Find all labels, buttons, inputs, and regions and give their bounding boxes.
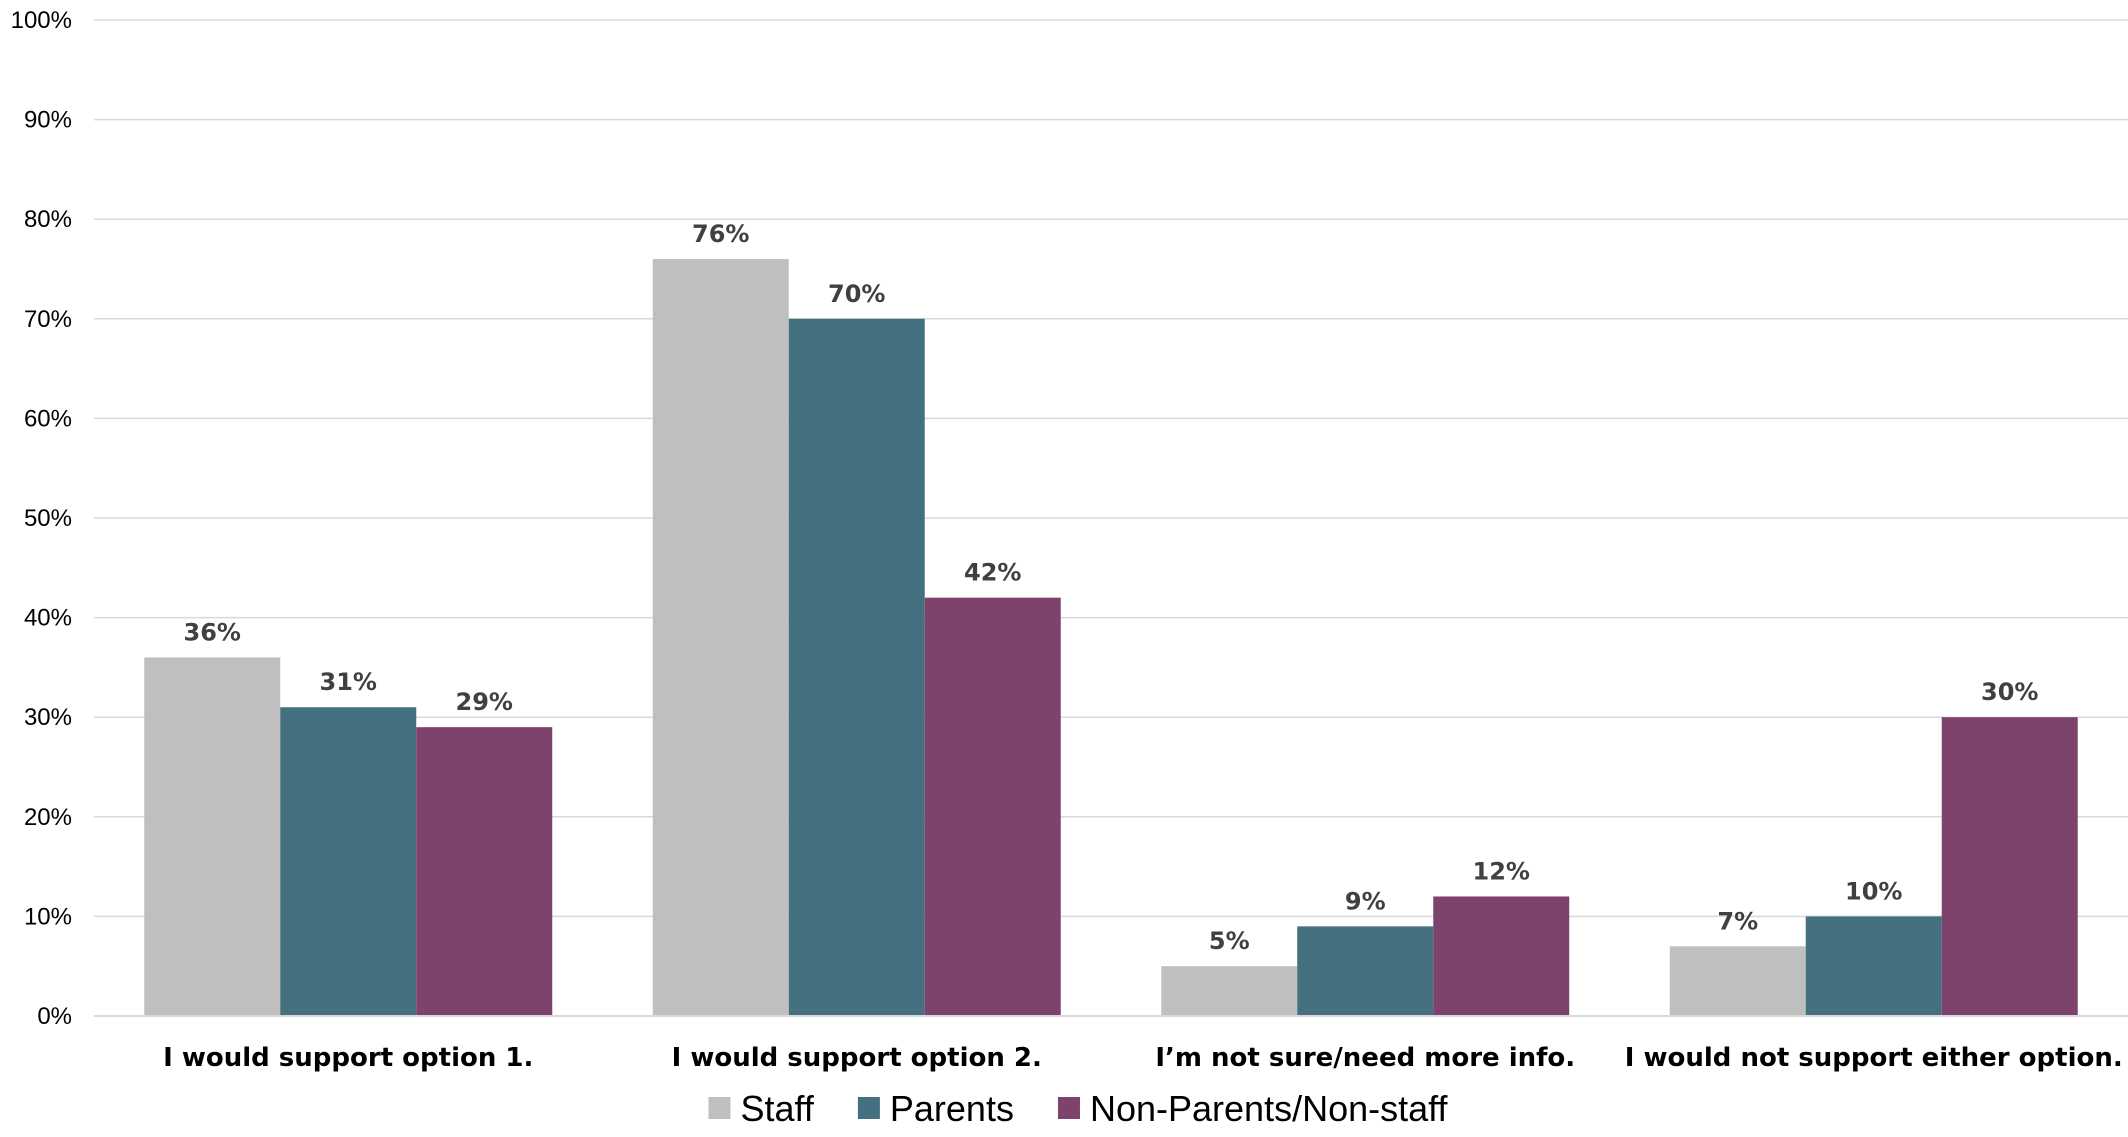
data-label: 31% — [320, 668, 377, 696]
legend-swatch — [1057, 1097, 1080, 1119]
data-label: 10% — [1845, 877, 1902, 905]
data-label: 5% — [1209, 927, 1250, 955]
y-tick-label: 20% — [24, 804, 72, 831]
legend-swatch — [708, 1097, 731, 1119]
data-label: 29% — [456, 688, 513, 716]
legend-item-parents: Parents — [857, 1088, 1014, 1129]
bar-parents-3 — [1805, 916, 1942, 1016]
data-label: 76% — [692, 220, 749, 248]
bar-non-parents-non-staff-0 — [416, 727, 553, 1016]
x-axis-categories: I would support option 1. I would support… — [163, 1043, 2123, 1073]
legend-label: Parents — [890, 1088, 1014, 1129]
bar-parents-0 — [280, 707, 417, 1016]
bar-non-parents-non-staff-1 — [924, 597, 1061, 1016]
data-label: 12% — [1473, 857, 1530, 885]
y-tick-label: 50% — [24, 505, 72, 532]
y-tick-label: 10% — [24, 903, 72, 930]
data-label: 36% — [184, 618, 241, 646]
y-tick-label: 70% — [24, 306, 72, 333]
bars — [144, 259, 2078, 1016]
bar-staff-1 — [652, 259, 789, 1016]
x-category-label: I would not support either option. — [1625, 1043, 2123, 1073]
bar-non-parents-non-staff-3 — [1941, 717, 2078, 1016]
bar-parents-2 — [1297, 926, 1434, 1016]
legend-label: Staff — [741, 1088, 815, 1129]
y-tick-label: 30% — [24, 704, 72, 731]
data-label: 42% — [964, 559, 1021, 587]
x-category-label: I’m not sure/need more info. — [1155, 1043, 1575, 1073]
y-tick-label: 100% — [11, 7, 72, 34]
y-tick-label: 80% — [24, 206, 72, 233]
data-label: 30% — [1981, 678, 2038, 706]
x-category-label: I would support option 2. — [672, 1043, 1042, 1073]
y-tick-label: 0% — [37, 1003, 72, 1030]
legend-item-staff: Staff — [708, 1088, 815, 1129]
bar-staff-0 — [144, 657, 281, 1016]
y-tick-label: 90% — [24, 107, 72, 134]
legend-label: Non-Parents/Non-staff — [1090, 1088, 1449, 1129]
bar-staff-2 — [1161, 966, 1298, 1016]
legend: Staff Parents Non-Parents/Non-staff — [708, 1088, 1449, 1129]
bar-parents-1 — [788, 318, 925, 1016]
data-label: 7% — [1717, 907, 1758, 935]
y-tick-label: 60% — [24, 405, 72, 432]
y-tick-label: 40% — [24, 605, 72, 632]
legend-item-non-parents-non-staff: Non-Parents/Non-staff — [1057, 1088, 1449, 1129]
x-category-label: I would support option 1. — [163, 1043, 533, 1073]
bar-staff-3 — [1669, 946, 1806, 1016]
data-label: 9% — [1345, 887, 1386, 915]
data-label: 70% — [828, 280, 885, 308]
bar-non-parents-non-staff-2 — [1433, 896, 1570, 1016]
data-labels: 36% 31% 29% 76% 70% 42% 5% 9% 12% 7% 10% 30% — [184, 220, 2039, 955]
y-axis-ticks: 0% 10% 20% 30% 40% 50% 60% 70% 80% 90% 100% — [11, 7, 72, 1030]
legend-swatch — [857, 1097, 880, 1119]
